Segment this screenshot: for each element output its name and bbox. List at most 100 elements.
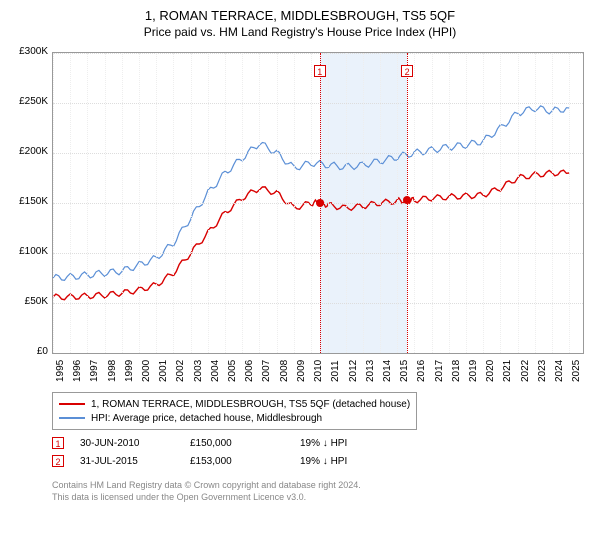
legend-row: HPI: Average price, detached house, Midd… [59, 411, 410, 425]
sale-row-delta: 19% ↓ HPI [300, 456, 410, 467]
gridline-h [53, 253, 583, 254]
gridline-v [397, 53, 398, 353]
y-axis-label: £50K [8, 296, 48, 307]
x-axis-label: 2003 [193, 360, 204, 382]
x-axis-label: 1997 [89, 360, 100, 382]
x-axis-label: 2002 [175, 360, 186, 382]
x-axis-label: 2014 [382, 360, 393, 382]
gridline-v [242, 53, 243, 353]
y-axis-label: £150K [8, 196, 48, 207]
x-axis-label: 2004 [210, 360, 221, 382]
x-axis-label: 2023 [537, 360, 548, 382]
sale-row-price: £153,000 [190, 456, 300, 467]
gridline-v [311, 53, 312, 353]
gridline-v [569, 53, 570, 353]
legend-swatch [59, 403, 85, 405]
plot-area: 12 [52, 52, 584, 354]
x-axis-label: 2006 [244, 360, 255, 382]
legend-label: HPI: Average price, detached house, Midd… [91, 413, 322, 424]
gridline-h [53, 303, 583, 304]
gridline-v [70, 53, 71, 353]
gridline-v [225, 53, 226, 353]
gridline-v [259, 53, 260, 353]
gridline-h [53, 103, 583, 104]
x-axis-label: 1995 [55, 360, 66, 382]
gridline-v [346, 53, 347, 353]
gridline-v [483, 53, 484, 353]
gridline-v [552, 53, 553, 353]
chart-title: 1, ROMAN TERRACE, MIDDLESBROUGH, TS5 5QF [0, 0, 600, 23]
attribution-line1: Contains HM Land Registry data © Crown c… [52, 480, 361, 492]
sale-row-delta: 19% ↓ HPI [300, 438, 410, 449]
gridline-v [535, 53, 536, 353]
x-axis-label: 1998 [107, 360, 118, 382]
x-axis-label: 2017 [434, 360, 445, 382]
legend-label: 1, ROMAN TERRACE, MIDDLESBROUGH, TS5 5QF… [91, 399, 410, 410]
gridline-v [518, 53, 519, 353]
x-axis-label: 1999 [124, 360, 135, 382]
x-axis-label: 2021 [502, 360, 513, 382]
y-axis-label: £200K [8, 146, 48, 157]
gridline-v [277, 53, 278, 353]
chart-subtitle: Price paid vs. HM Land Registry's House … [0, 23, 600, 45]
gridline-v [363, 53, 364, 353]
gridline-v [294, 53, 295, 353]
y-axis-label: £0 [8, 346, 48, 357]
x-axis-label: 1996 [72, 360, 83, 382]
x-axis-label: 2009 [296, 360, 307, 382]
gridline-v [156, 53, 157, 353]
sale-row-date: 30-JUN-2010 [80, 438, 190, 449]
x-axis-label: 2019 [468, 360, 479, 382]
x-axis-label: 2020 [485, 360, 496, 382]
gridline-v [466, 53, 467, 353]
legend-swatch [59, 417, 85, 419]
sale-row-index: 2 [52, 455, 64, 467]
x-axis-label: 2025 [571, 360, 582, 382]
sale-table: 1 30-JUN-2010£150,00019% ↓ HPI 2 31-JUL-201… [52, 434, 410, 470]
x-axis-label: 2010 [313, 360, 324, 382]
sale-row-date: 31-JUL-2015 [80, 456, 190, 467]
attribution-line2: This data is licensed under the Open Gov… [52, 492, 361, 504]
gridline-h [53, 53, 583, 54]
gridline-v [414, 53, 415, 353]
gridline-v [105, 53, 106, 353]
sale-dot [316, 199, 324, 207]
gridline-v [139, 53, 140, 353]
gridline-v [208, 53, 209, 353]
x-axis-label: 2008 [279, 360, 290, 382]
x-axis-label: 2000 [141, 360, 152, 382]
y-axis-label: £300K [8, 46, 48, 57]
chart-container: 1, ROMAN TERRACE, MIDDLESBROUGH, TS5 5QF… [0, 0, 600, 560]
sale-row: 2 31-JUL-2015£153,00019% ↓ HPI [52, 452, 410, 470]
gridline-v [500, 53, 501, 353]
x-axis-label: 2005 [227, 360, 238, 382]
x-axis-label: 2016 [416, 360, 427, 382]
gridline-v [53, 53, 54, 353]
x-axis-label: 2018 [451, 360, 462, 382]
gridline-v [328, 53, 329, 353]
gridline-v [122, 53, 123, 353]
legend: 1, ROMAN TERRACE, MIDDLESBROUGH, TS5 5QF… [52, 392, 417, 430]
gridline-v [87, 53, 88, 353]
legend-row: 1, ROMAN TERRACE, MIDDLESBROUGH, TS5 5QF… [59, 397, 410, 411]
sale-row-price: £150,000 [190, 438, 300, 449]
gridline-v [191, 53, 192, 353]
gridline-v [432, 53, 433, 353]
y-axis-label: £100K [8, 246, 48, 257]
x-axis-label: 2024 [554, 360, 565, 382]
sale-marker-box: 2 [401, 65, 413, 77]
x-axis-label: 2001 [158, 360, 169, 382]
gridline-v [380, 53, 381, 353]
gridline-h [53, 153, 583, 154]
sale-row-index: 1 [52, 437, 64, 449]
x-axis-label: 2015 [399, 360, 410, 382]
sale-row: 1 30-JUN-2010£150,00019% ↓ HPI [52, 434, 410, 452]
x-axis-label: 2007 [261, 360, 272, 382]
x-axis-label: 2022 [520, 360, 531, 382]
x-axis-label: 2012 [348, 360, 359, 382]
x-axis-label: 2011 [330, 360, 341, 382]
gridline-v [173, 53, 174, 353]
sale-marker-box: 1 [314, 65, 326, 77]
x-axis-label: 2013 [365, 360, 376, 382]
attribution-text: Contains HM Land Registry data © Crown c… [52, 480, 361, 503]
